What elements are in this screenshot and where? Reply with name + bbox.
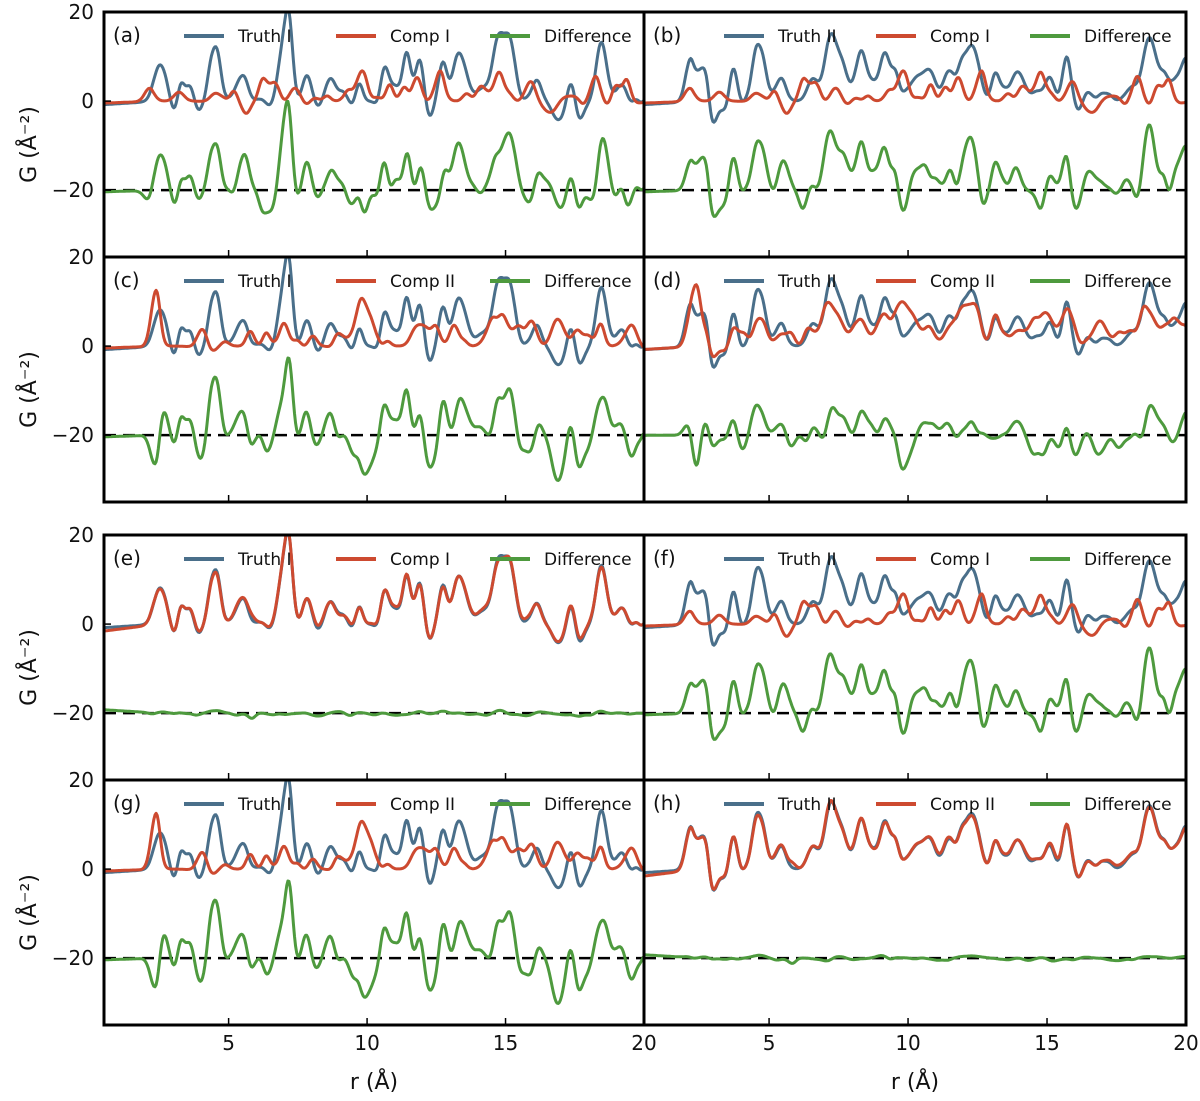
legend-label: Difference — [1084, 795, 1172, 815]
series-truth-line — [104, 535, 644, 645]
legend-label: Difference — [544, 795, 632, 815]
x-tick-label: 10 — [354, 1031, 379, 1055]
series-truth-line — [104, 257, 644, 367]
panel-frame — [642, 533, 1188, 782]
panel-label: (e) — [113, 546, 141, 570]
series-difference-line — [644, 123, 1186, 218]
legend-label: Truth II — [777, 795, 837, 815]
series-comp-line — [104, 535, 644, 644]
panel-label: (h) — [653, 791, 681, 815]
series-comp-line — [644, 283, 1186, 359]
series-comp-line — [644, 799, 1186, 891]
x-tick-label: 15 — [493, 1031, 518, 1055]
legend-label: Difference — [1084, 27, 1172, 47]
legend-label: Comp I — [390, 550, 450, 570]
panel-frame — [102, 10, 646, 259]
legend-label: Truth I — [237, 27, 292, 47]
panel-d: (d) Truth II Comp II Difference — [642, 255, 1188, 504]
panel-label: (f) — [653, 546, 676, 570]
legend-label: Truth II — [777, 27, 837, 47]
series-truth-line — [104, 780, 644, 890]
panel-frame — [642, 778, 1188, 1027]
series-comp-line — [644, 69, 1186, 115]
y-tick-label: 20 — [69, 0, 94, 24]
legend-label: Truth I — [237, 795, 292, 815]
series-difference-line — [644, 646, 1186, 741]
panel-f: (f) Truth II Comp I Difference — [642, 533, 1188, 782]
x-tick-label: 5 — [763, 1031, 776, 1055]
series-difference-line — [104, 99, 644, 215]
x-tick-label: 10 — [895, 1031, 920, 1055]
panel-label: (d) — [653, 268, 681, 292]
legend-label: Truth I — [237, 272, 292, 292]
y-tick-label: −20 — [52, 423, 94, 447]
panel-g: 20 0 −20 G (Å⁻²) 5 10 15 20 r (Å) (g) Truth I Comp … — [15, 768, 657, 1095]
panel-label: (b) — [653, 23, 681, 47]
y-tick-label: −20 — [52, 178, 94, 202]
x-tick-label: 5 — [222, 1031, 235, 1055]
legend-label: Comp II — [930, 272, 995, 292]
series-comp-line — [104, 811, 644, 875]
x-tick-label: 20 — [1173, 1031, 1198, 1055]
legend-label: Truth II — [777, 550, 837, 570]
y-tick-label: 20 — [69, 768, 94, 792]
legend-label: Difference — [1084, 272, 1172, 292]
y-tick-label: 20 — [69, 245, 94, 269]
series-comp-line — [644, 592, 1186, 638]
legend-label: Truth II — [777, 272, 837, 292]
x-tick-label: 20 — [631, 1031, 656, 1055]
y-tick-label: 0 — [81, 334, 94, 358]
series-difference-line — [104, 708, 644, 720]
legend-label: Comp II — [390, 795, 455, 815]
legend-label: Difference — [544, 272, 632, 292]
panel-label: (g) — [113, 791, 141, 815]
y-tick-label: 0 — [81, 89, 94, 113]
y-tick-label: 20 — [69, 523, 94, 547]
legend-label: Truth I — [237, 550, 292, 570]
legend-label: Comp I — [930, 27, 990, 47]
series-difference-line — [104, 356, 644, 482]
panel-c: 20 0 −20 G (Å⁻²) (c) Truth I Comp II Difference — [15, 245, 646, 504]
series-truth-line — [644, 32, 1186, 124]
y-axis-title: G (Å⁻²) — [15, 351, 42, 428]
x-axis-title: r (Å) — [350, 1068, 398, 1095]
y-axis-title: G (Å⁻²) — [15, 874, 42, 951]
legend-label: Comp II — [930, 795, 995, 815]
panel-frame — [642, 255, 1188, 504]
panel-a: 20 0 −20 G (Å⁻²) (a) Truth I Comp I Difference — [15, 0, 646, 259]
panel-h: 5 10 15 20 r (Å) (h) Truth II Comp II Difference — [642, 778, 1199, 1095]
panel-b: (b) Truth II Comp I Difference — [642, 10, 1188, 259]
x-tick-label: 15 — [1034, 1031, 1059, 1055]
y-tick-label: −20 — [52, 946, 94, 970]
series-difference-line — [644, 403, 1186, 471]
y-tick-label: −20 — [52, 701, 94, 725]
x-axis-title: r (Å) — [891, 1068, 939, 1095]
series-truth-line — [644, 277, 1186, 369]
y-axis-title: G (Å⁻²) — [15, 106, 42, 183]
series-difference-line — [644, 953, 1186, 965]
legend-label: Difference — [544, 550, 632, 570]
panel-frame — [102, 533, 646, 782]
legend-label: Difference — [544, 27, 632, 47]
legend-label: Comp I — [390, 27, 450, 47]
panel-label: (c) — [113, 268, 140, 292]
y-tick-label: 0 — [81, 612, 94, 636]
series-difference-line — [104, 879, 644, 1005]
y-axis-title: G (Å⁻²) — [15, 629, 42, 706]
panel-frame — [642, 10, 1188, 259]
panel-e: 20 0 −20 G (Å⁻²) (e) Truth I Comp I Difference — [15, 523, 646, 782]
legend-label: Difference — [1084, 550, 1172, 570]
series-comp-line — [104, 288, 644, 352]
series-truth-line — [644, 555, 1186, 647]
y-tick-label: 0 — [81, 857, 94, 881]
series-truth-line — [104, 12, 644, 122]
panel-label: (a) — [113, 23, 141, 47]
legend-label: Comp I — [930, 550, 990, 570]
series-comp-line — [104, 69, 644, 115]
legend-label: Comp II — [390, 272, 455, 292]
